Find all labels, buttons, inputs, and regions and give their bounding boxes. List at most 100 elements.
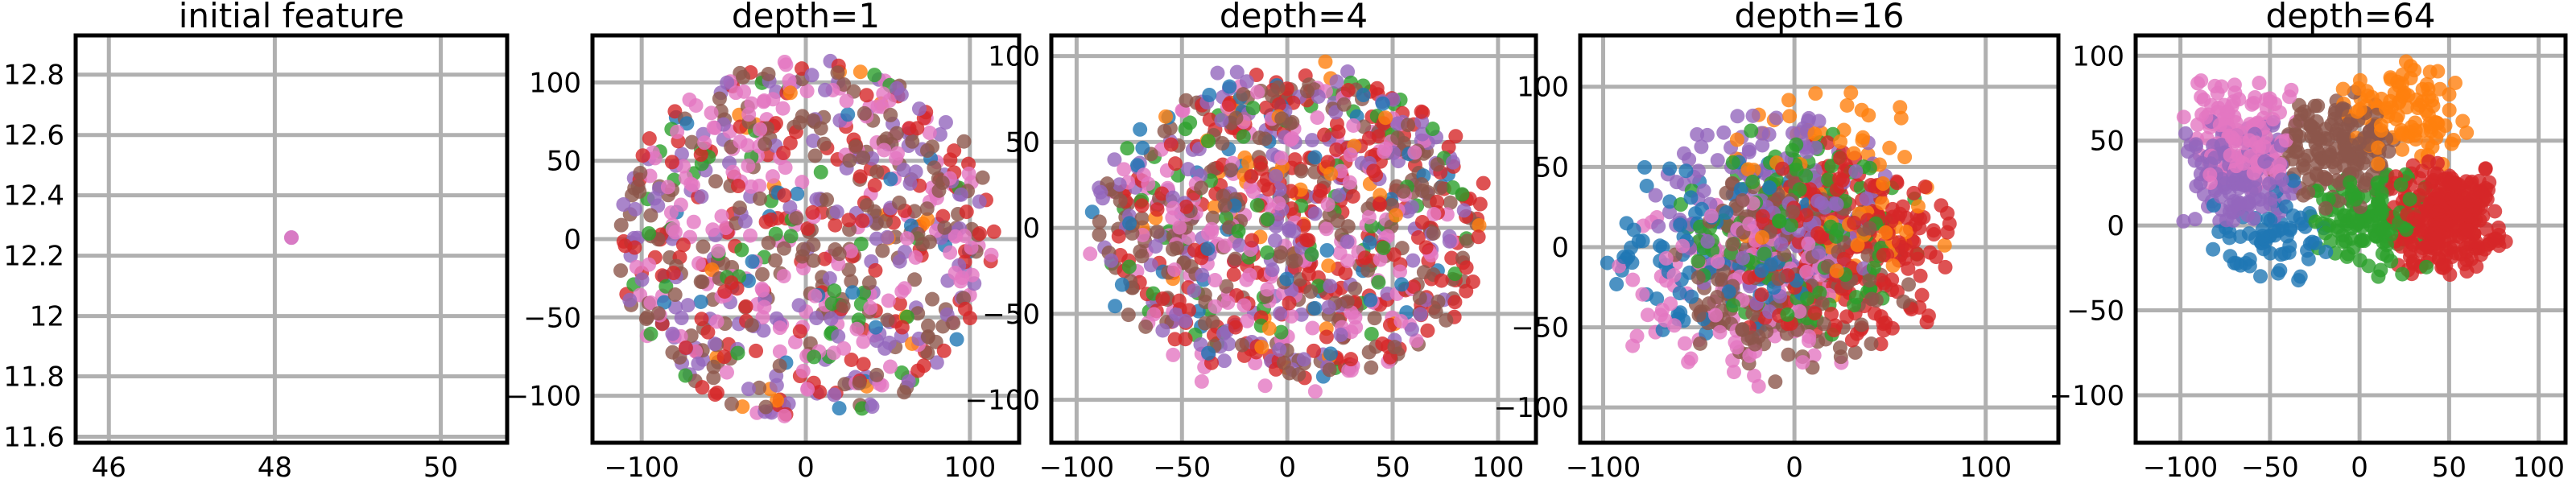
scatter-point	[1329, 74, 1344, 89]
scatter-point	[1155, 291, 1170, 307]
scatter-point	[1792, 303, 1807, 319]
scatter-point	[827, 387, 842, 402]
scatter-point	[1843, 85, 1859, 101]
scatter-point	[925, 291, 940, 307]
scatter-point	[678, 340, 693, 355]
scatter-point	[642, 131, 657, 147]
scatter-point	[2468, 234, 2483, 250]
scatter-point	[2451, 177, 2467, 192]
scatter-point	[1653, 238, 1668, 254]
y-tick-label: −100	[2050, 380, 2124, 412]
scatter-point	[1197, 316, 1212, 331]
scatter-point	[844, 274, 859, 289]
scatter-point	[627, 240, 642, 255]
scatter-point	[1180, 162, 1195, 177]
scatter-point	[1340, 294, 1355, 309]
scatter-point	[1889, 175, 1905, 191]
scatter-point	[1394, 277, 1410, 292]
scatter-point	[1272, 342, 1287, 357]
scatter-point	[685, 178, 700, 193]
scatter-point	[1940, 225, 1955, 240]
scatter-point	[613, 263, 629, 279]
scatter-point	[706, 370, 721, 386]
scatter-point	[744, 317, 759, 332]
scatter-point	[1406, 253, 1421, 268]
scatter-point	[657, 295, 672, 310]
scatter-point	[1372, 196, 1387, 212]
scatter-point	[2289, 127, 2304, 142]
scatter-point	[1214, 113, 1229, 128]
scatter-point	[2429, 155, 2445, 171]
scatter-point	[719, 365, 734, 380]
scatter-point	[1847, 298, 1862, 313]
scatter-point	[943, 152, 958, 167]
scatter-point	[868, 320, 883, 335]
scatter-point	[1442, 233, 1457, 249]
scatter-point	[1143, 258, 1158, 273]
scatter-point	[818, 82, 833, 97]
scatter-point	[853, 237, 869, 252]
scatter-point	[1839, 309, 1855, 324]
scatter-point	[1245, 101, 1261, 116]
scatter-point	[694, 189, 709, 204]
scatter-point	[2444, 136, 2459, 151]
scatter-point	[816, 136, 832, 151]
scatter-point	[2430, 64, 2446, 79]
scatter-point	[1092, 227, 1107, 242]
scatter-point	[1257, 131, 1273, 147]
scatter-point	[1735, 193, 1750, 208]
panel-title: depth=16	[1735, 0, 1905, 35]
scatter-point	[1356, 119, 1372, 134]
scatter-point	[1138, 319, 1154, 334]
scatter-point	[1847, 215, 1862, 230]
scatter-point	[1675, 238, 1690, 254]
scatter-point	[634, 272, 650, 287]
scatter-point	[1893, 100, 1908, 115]
scatter-point	[674, 311, 689, 326]
scatter-point	[789, 211, 804, 226]
scatter-point	[1414, 104, 1429, 119]
scatter-point	[1780, 307, 1795, 322]
scatter-point	[2430, 116, 2446, 131]
scatter-point	[2351, 80, 2366, 96]
scatter-point	[922, 126, 937, 141]
scatter-point	[1331, 124, 1346, 139]
scatter-point	[2378, 101, 2393, 116]
scatter-point	[1282, 295, 1297, 311]
scatter-point	[905, 134, 920, 149]
scatter-point	[675, 159, 691, 174]
scatter-point	[1117, 162, 1132, 177]
scatter-point	[836, 76, 852, 92]
scatter-point	[1319, 243, 1335, 258]
scatter-point	[1784, 217, 1799, 233]
scatter-point	[1135, 140, 1150, 155]
scatter-point	[1919, 315, 1934, 330]
scatter-point	[1682, 152, 1697, 167]
scatter-point	[1878, 225, 1893, 240]
scatter-point	[1639, 178, 1654, 193]
scatter-point	[1340, 83, 1356, 98]
scatter-point	[1836, 122, 1852, 138]
scatter-point	[800, 221, 815, 236]
scatter-point	[1165, 190, 1180, 205]
scatter-point	[986, 224, 1001, 239]
scatter-point	[775, 101, 791, 116]
scatter-point	[856, 150, 871, 165]
scatter-point	[795, 175, 810, 190]
scatter-point	[795, 261, 811, 276]
scatter-point	[1167, 262, 1183, 278]
x-tick-label: −50	[1153, 452, 1211, 483]
scatter-point	[1862, 160, 1877, 175]
scatter-point	[1710, 153, 1725, 168]
scatter-point	[1248, 356, 1263, 371]
scatter-point	[1371, 275, 1386, 290]
scatter-point	[1282, 365, 1297, 381]
scatter-point	[777, 188, 792, 203]
scatter-point	[1307, 384, 1323, 399]
scatter-point	[947, 266, 963, 281]
scatter-point	[2429, 204, 2445, 220]
scatter-point	[856, 334, 871, 349]
scatter-point	[1236, 129, 1251, 144]
scatter-point	[1771, 271, 1786, 287]
